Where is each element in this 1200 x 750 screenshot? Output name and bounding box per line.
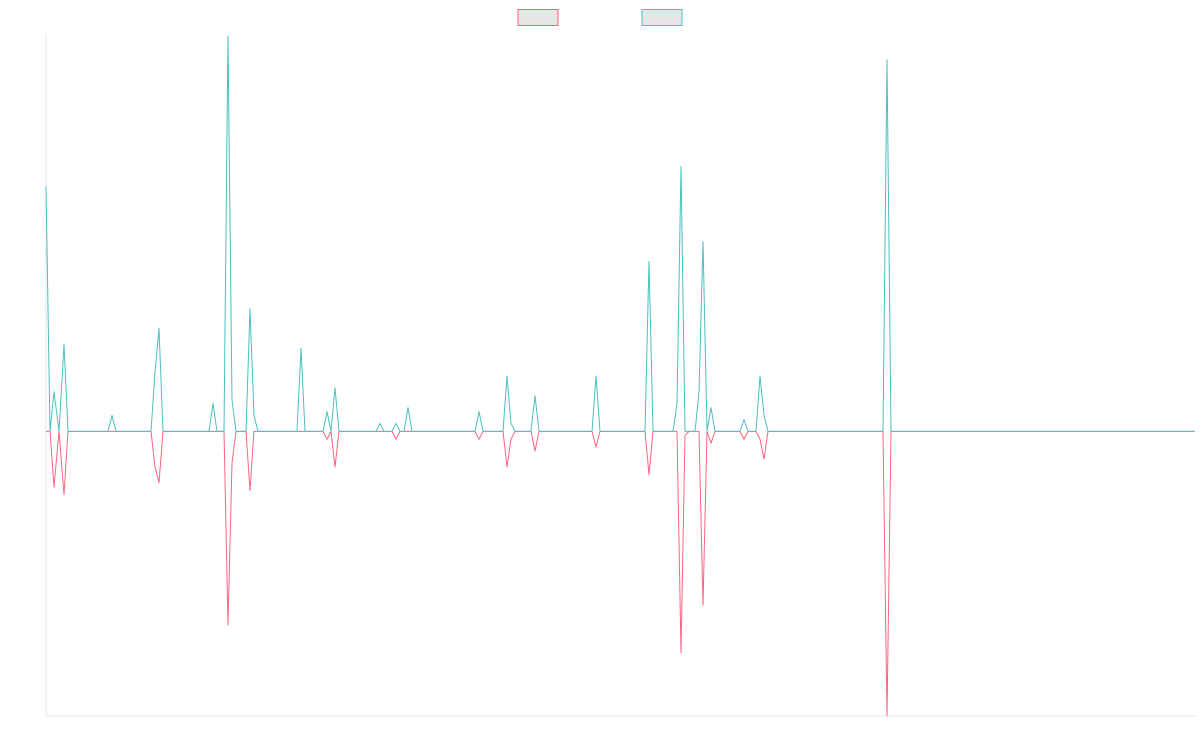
series-line <box>46 430 1195 717</box>
legend-swatch <box>517 9 559 26</box>
series-line <box>45 35 1195 432</box>
legend-swatch <box>641 9 683 26</box>
